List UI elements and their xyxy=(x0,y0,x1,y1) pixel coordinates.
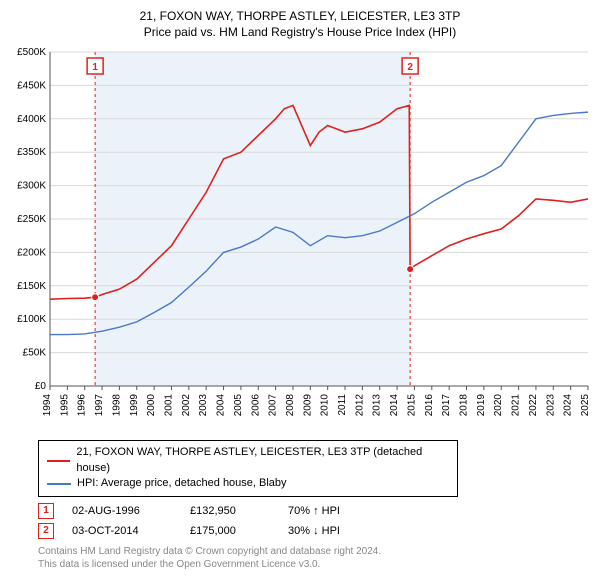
svg-text:2018: 2018 xyxy=(459,394,470,417)
svg-text:2021: 2021 xyxy=(511,394,522,417)
svg-text:£400K: £400K xyxy=(17,114,46,125)
svg-text:1999: 1999 xyxy=(129,394,140,417)
title-line1: 21, FOXON WAY, THORPE ASTLEY, LEICESTER,… xyxy=(8,8,592,24)
svg-text:2005: 2005 xyxy=(233,394,244,417)
svg-text:2007: 2007 xyxy=(268,394,279,417)
svg-text:2017: 2017 xyxy=(441,394,452,417)
legend-item: HPI: Average price, detached house, Blab… xyxy=(47,476,449,491)
svg-text:1996: 1996 xyxy=(77,394,88,417)
svg-text:£350K: £350K xyxy=(17,148,46,159)
svg-text:2001: 2001 xyxy=(163,394,174,417)
event-date: 03-OCT-2014 xyxy=(72,525,172,537)
event-marker: 2 xyxy=(38,523,54,539)
legend-box: 21, FOXON WAY, THORPE ASTLEY, LEICESTER,… xyxy=(38,440,458,496)
svg-text:2025: 2025 xyxy=(580,394,591,417)
title-line2: Price paid vs. HM Land Registry's House … xyxy=(8,24,592,40)
svg-text:£450K: £450K xyxy=(17,81,46,92)
svg-text:2015: 2015 xyxy=(406,394,417,417)
event-marker: 1 xyxy=(38,503,54,519)
svg-text:£150K: £150K xyxy=(17,281,46,292)
svg-text:1998: 1998 xyxy=(111,394,122,417)
svg-text:2020: 2020 xyxy=(493,394,504,417)
chart-svg: £0 £50K £100K £150K £200K £250K £300K £350K £400… xyxy=(8,46,592,436)
svg-text:£200K: £200K xyxy=(17,248,46,259)
svg-text:2013: 2013 xyxy=(372,394,383,417)
svg-text:£0: £0 xyxy=(35,381,47,392)
svg-text:2004: 2004 xyxy=(216,394,227,417)
svg-text:2023: 2023 xyxy=(545,394,556,417)
svg-text:2009: 2009 xyxy=(302,394,313,417)
svg-text:£250K: £250K xyxy=(17,214,46,225)
legend-label: 21, FOXON WAY, THORPE ASTLEY, LEICESTER,… xyxy=(76,445,449,476)
svg-text:2012: 2012 xyxy=(354,394,365,417)
svg-text:£100K: £100K xyxy=(17,315,46,326)
event-date: 02-AUG-1996 xyxy=(72,505,172,517)
event-delta: 30% ↓ HPI xyxy=(288,525,340,537)
copyright-line: This data is licensed under the Open Gov… xyxy=(38,558,592,571)
event-delta: 70% ↑ HPI xyxy=(288,505,340,517)
svg-text:2014: 2014 xyxy=(389,394,400,417)
event-row: 2 03-OCT-2014 £175,000 30% ↓ HPI xyxy=(38,523,592,539)
svg-text:2008: 2008 xyxy=(285,394,296,417)
svg-text:2016: 2016 xyxy=(424,394,435,417)
svg-text:2003: 2003 xyxy=(198,394,209,417)
svg-text:£300K: £300K xyxy=(17,181,46,192)
legend-label: HPI: Average price, detached house, Blab… xyxy=(77,476,287,491)
svg-text:£50K: £50K xyxy=(23,348,47,359)
svg-text:1994: 1994 xyxy=(42,394,53,417)
svg-text:2000: 2000 xyxy=(146,394,157,417)
svg-text:1: 1 xyxy=(92,62,98,73)
event-row: 1 02-AUG-1996 £132,950 70% ↑ HPI xyxy=(38,503,592,519)
svg-text:2010: 2010 xyxy=(320,394,331,417)
svg-text:2022: 2022 xyxy=(528,394,539,417)
chart-container: £0 £50K £100K £150K £200K £250K £300K £350K £400… xyxy=(8,46,592,436)
event-price: £175,000 xyxy=(190,525,270,537)
svg-text:£500K: £500K xyxy=(17,47,46,58)
svg-text:1997: 1997 xyxy=(94,394,105,417)
svg-text:2: 2 xyxy=(407,62,413,73)
svg-text:2006: 2006 xyxy=(250,394,261,417)
events-block: 1 02-AUG-1996 £132,950 70% ↑ HPI 2 03-OC… xyxy=(38,503,592,539)
legend-swatch xyxy=(47,460,70,462)
svg-text:1995: 1995 xyxy=(59,394,70,417)
legend-swatch xyxy=(47,483,71,485)
svg-text:2011: 2011 xyxy=(337,394,348,416)
copyright-line: Contains HM Land Registry data © Crown c… xyxy=(38,545,592,558)
event-price: £132,950 xyxy=(190,505,270,517)
svg-text:2019: 2019 xyxy=(476,394,487,417)
svg-text:2024: 2024 xyxy=(563,394,574,417)
copyright-block: Contains HM Land Registry data © Crown c… xyxy=(38,545,592,571)
svg-text:2002: 2002 xyxy=(181,394,192,417)
chart-title-block: 21, FOXON WAY, THORPE ASTLEY, LEICESTER,… xyxy=(8,8,592,40)
legend-item: 21, FOXON WAY, THORPE ASTLEY, LEICESTER,… xyxy=(47,445,449,476)
